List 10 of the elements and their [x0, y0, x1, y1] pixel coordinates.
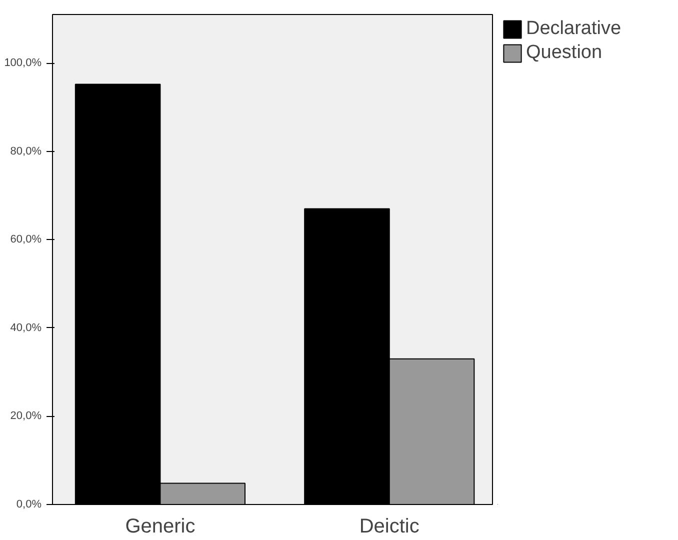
legend-label: Question [526, 42, 602, 64]
y-tick-label: 100,0% [4, 57, 42, 70]
legend-label: Declarative [526, 18, 622, 40]
y-tick-label: 60,0% [10, 234, 42, 246]
y-tick-label: 0,0% [16, 498, 42, 510]
y-tick-label: 40,0% [10, 322, 42, 334]
y-tick-label: 80,0% [10, 145, 42, 158]
x-tick-label: Generic [125, 516, 196, 538]
y-tick-label: 20,0% [10, 410, 42, 422]
x-tick-label: Deictic [359, 516, 420, 538]
